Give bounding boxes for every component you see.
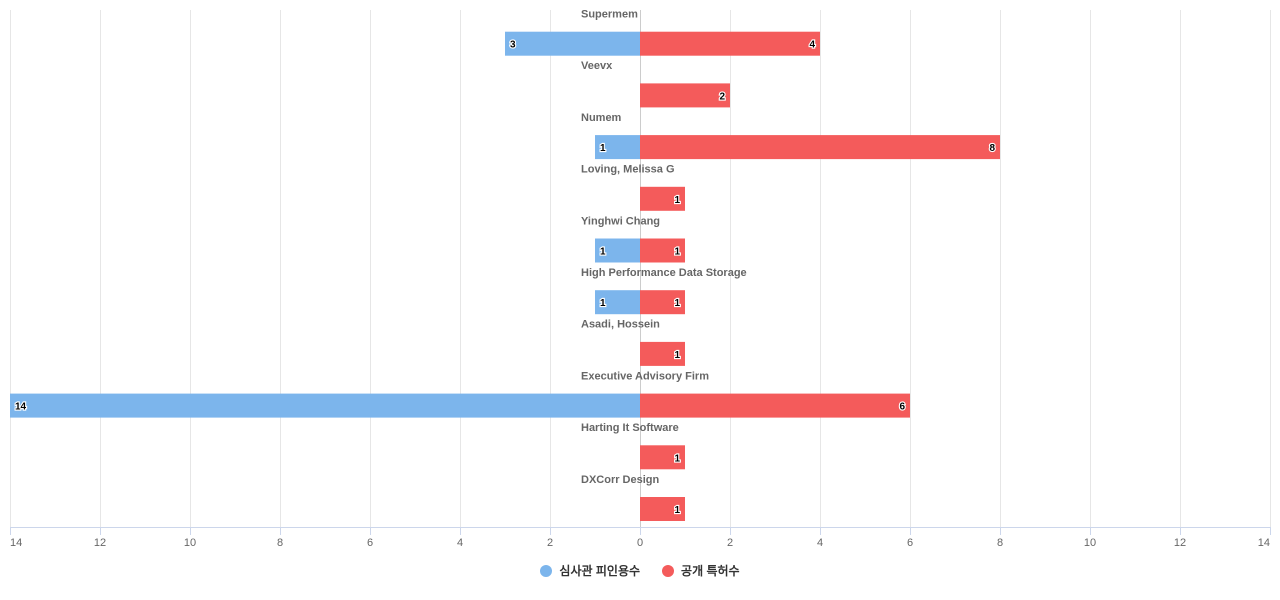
bar-citations-7[interactable]	[10, 393, 640, 418]
category-label-3: Loving, Melissa G	[581, 164, 675, 176]
bar-citations-4[interactable]	[595, 238, 640, 263]
x-tick-label-8: 2	[727, 537, 733, 549]
data-label-citations-5: 1	[600, 298, 606, 309]
x-tick-label-4: 6	[367, 537, 373, 549]
data-label-patents-8: 1	[674, 453, 680, 464]
data-label-patents-5: 1	[674, 298, 680, 309]
x-tick-label-5: 4	[457, 537, 463, 549]
x-tick-label-12: 10	[1084, 537, 1096, 549]
category-label-4: Yinghwi Chang	[581, 215, 660, 227]
data-label-citations-4: 1	[600, 247, 606, 258]
data-label-patents-9: 1	[674, 505, 680, 516]
data-label-citations-2: 1	[600, 143, 606, 154]
legend: 심사관 피인용수 공개 특허수	[0, 562, 1280, 579]
data-label-patents-4: 1	[674, 247, 680, 258]
legend-item-patents[interactable]: 공개 특허수	[662, 562, 740, 579]
bar-citations-0[interactable]	[505, 31, 640, 56]
data-label-citations-0: 3	[510, 40, 516, 51]
bar-patents-7[interactable]	[640, 393, 910, 418]
category-label-2: Numem	[581, 112, 622, 124]
data-label-citations-7: 14	[15, 402, 27, 413]
bar-patents-1[interactable]	[640, 83, 730, 108]
legend-label-patents: 공개 특허수	[681, 564, 740, 578]
category-label-5: High Performance Data Storage	[581, 267, 747, 279]
category-label-6: Asadi, Hossein	[581, 319, 660, 331]
x-tick-label-13: 12	[1174, 537, 1186, 549]
x-tick-label-2: 10	[184, 537, 196, 549]
category-label-7: Executive Advisory Firm	[581, 370, 709, 382]
legend-item-citations[interactable]: 심사관 피인용수	[540, 562, 640, 579]
x-tick-label-3: 8	[277, 537, 283, 549]
x-tick-label-6: 2	[547, 537, 553, 549]
x-tick-label-7: 0	[637, 537, 643, 549]
data-label-patents-3: 1	[674, 195, 680, 206]
category-label-1: Veevx	[581, 60, 613, 72]
data-label-patents-1: 2	[719, 91, 725, 102]
data-label-patents-7: 6	[899, 402, 905, 413]
x-tick-label-1: 12	[94, 537, 106, 549]
data-label-patents-6: 1	[674, 350, 680, 361]
bar-citations-2[interactable]	[595, 135, 640, 160]
legend-marker-patents	[662, 564, 675, 577]
category-label-8: Harting It Software	[581, 422, 679, 434]
data-label-patents-2: 8	[989, 143, 995, 154]
legend-marker-citations	[540, 564, 553, 577]
data-label-patents-0: 4	[809, 40, 815, 51]
x-tick-label-11: 8	[997, 537, 1003, 549]
bar-patents-2[interactable]	[640, 135, 1000, 160]
bar-patents-6[interactable]	[640, 341, 685, 366]
bar-patents-8[interactable]	[640, 445, 685, 470]
diverging-bar-chart: Supermem 3 4 Veevx 0 2 Numem 1 8 Loving, Melissa …	[10, 9, 1271, 549]
bar-patents-3[interactable]	[640, 186, 685, 211]
x-tick-label-9: 4	[817, 537, 823, 549]
bar-patents-9[interactable]	[640, 497, 685, 521]
bar-patents-4[interactable]	[640, 238, 685, 263]
category-label-9: DXCorr Design	[581, 474, 660, 486]
x-tick-label-14: 14	[1258, 537, 1270, 549]
x-tick-label-10: 6	[907, 537, 913, 549]
bar-patents-0[interactable]	[640, 31, 820, 56]
bar-patents-5[interactable]	[640, 290, 685, 315]
x-tick-label-0: 14	[10, 537, 22, 549]
category-label-0: Supermem	[581, 9, 638, 21]
legend-label-citations: 심사관 피인용수	[559, 564, 641, 578]
bar-citations-5[interactable]	[595, 290, 640, 315]
